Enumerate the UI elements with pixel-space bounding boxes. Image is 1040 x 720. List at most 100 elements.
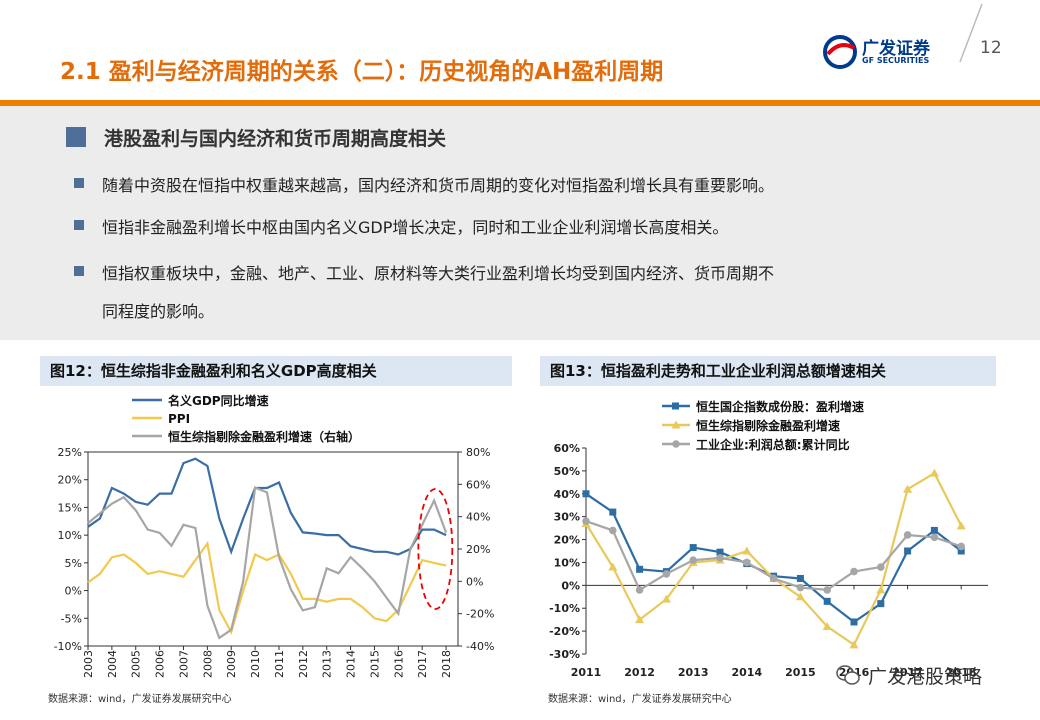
chart12-ytick-right-label: 80% [466, 446, 490, 459]
bullet-text-1: 随着中资股在恒指中权重越来越高，国内经济和货币周期的变化对恒指盈利增长具有重要影… [102, 176, 775, 195]
chart12-series-gdp [87, 457, 447, 556]
chart12-xtick-label: 2007 [177, 650, 190, 678]
chart13-legend-label: 工业企业:利润总额:累计同比 [696, 437, 850, 452]
chart13-series-industrial-point [823, 586, 831, 594]
chart12-legend-label: 名义GDP同比增速 [168, 393, 269, 408]
chart12-ytick-left-label: 25% [58, 446, 82, 459]
chart12-source: 数据来源：wind，广发证券发展研究中心 [48, 694, 232, 705]
header-accent-bar [0, 100, 1040, 106]
chart13-series-industrial-point [689, 556, 697, 564]
chart12-xtick-label: 2004 [106, 650, 119, 678]
chart13-series-hscei-point [930, 526, 938, 534]
chart12-xtick-label: 2011 [273, 650, 286, 678]
chart12-ytick-left-label: 10% [58, 529, 82, 542]
chart13-series-hsci-point [903, 484, 913, 493]
chart13-ytick-label: 10% [554, 556, 580, 569]
chart13-series-hscei-point [850, 618, 858, 626]
chart13-series-hsci-point [956, 521, 966, 530]
chart12-ytick-left-label: 20% [58, 474, 82, 487]
chart12-xtick-label: 2015 [368, 650, 381, 678]
chart12-ytick-right-label: 40% [466, 511, 490, 524]
chart13-series-industrial-point [609, 526, 617, 535]
chart13-series-industrial-point [850, 567, 858, 576]
chart13-series-hscei-point [582, 490, 590, 498]
chart13-legend-marker [672, 440, 680, 448]
chart12-ytick-right-label: 60% [466, 478, 490, 491]
chart13-ytick-label: 30% [554, 511, 580, 524]
chart13-series-hscei-point [716, 548, 724, 556]
chart13-xtick-label: 2011 [571, 666, 602, 679]
chart13-series-hsci-point [876, 585, 886, 594]
summary-band [0, 106, 1040, 340]
chart13-ytick-label: 50% [554, 465, 580, 478]
chart13-series-industrial-point [903, 531, 912, 539]
chart13-xtick-label: 2015 [785, 666, 816, 679]
slide-title: 2.1 盈利与经济周期的关系（二）：历史视角的AH盈利周期 [60, 59, 664, 85]
chart12-xtick-label: 2016 [392, 650, 405, 678]
chart13-series-industrial-point [877, 563, 885, 571]
bullet-icon [74, 220, 84, 230]
chart13-series-industrial-point [635, 586, 644, 594]
chart13-bg [540, 388, 996, 690]
chart13-ytick-label: -10% [549, 602, 580, 615]
chart12-xtick-label: 2009 [225, 650, 238, 678]
chart13-xtick-label: 2013 [678, 666, 709, 679]
chart13-legend-label: 恒生国企指数成份股：盈利增速 [696, 399, 864, 414]
chart13-series-hsci-point [635, 615, 645, 624]
chart13-legend-marker [672, 402, 679, 410]
chart13-xtick-label: 2014 [731, 666, 762, 679]
chart13-ytick-label: 60% [554, 442, 580, 455]
chart13-ytick-label: -30% [549, 648, 580, 661]
chart13-series-industrial-point [716, 554, 724, 562]
chart13-series-hsci-point [849, 640, 859, 649]
chart12-xtick-label: 2006 [154, 650, 167, 678]
chart12-ytick-right-label: -40% [466, 640, 494, 653]
chart13-series-hscei-point [957, 547, 965, 555]
chart13-series-hscei-point [904, 547, 912, 555]
chart12-xtick-label: 2018 [440, 650, 453, 678]
chart13-legend-label: 恒生综指剔除金融盈利增速 [696, 418, 840, 433]
wechat-icon [836, 665, 860, 685]
chart12-xtick-label: 2012 [297, 650, 310, 678]
bullet-icon [74, 178, 84, 188]
logo-text-en: GF SECURITIES [862, 56, 930, 65]
slide-header: 2.1 盈利与经济周期的关系（二）：历史视角的AH盈利周期 广发证券 GF SE… [0, 0, 1040, 110]
bullet-text-3: 恒指权重板块中，金融、地产、工业、原材料等大类行业盈利增长均受到国内经济、货币周… [102, 264, 775, 283]
chart13-title: 图13：恒指盈利走势和工业企业利润总额增速相关 [540, 356, 996, 386]
chart13-series-hscei-point [796, 574, 804, 582]
chart13-series-industrial-point [957, 542, 965, 551]
chart12-legend-label: PPI [168, 412, 190, 426]
chart13-ytick-label: -20% [549, 625, 580, 638]
chart12-xtick-label: 2003 [82, 650, 95, 678]
chart13-legend-marker [671, 420, 681, 429]
chart13-series-hscei-point [609, 508, 617, 516]
chart12-highlight-ellipse [417, 488, 454, 610]
chart12-ytick-right-label: -20% [466, 608, 494, 621]
chart12-xtick-label: 2017 [416, 650, 429, 678]
chart13-series-hscei-point [877, 600, 885, 608]
chart12-xtick-label: 2010 [249, 650, 262, 678]
chart13-series-hsci-point [795, 592, 805, 601]
chart12-xtick-label: 2005 [130, 650, 143, 678]
chart13-series-industrial-point [930, 533, 939, 542]
chart13-source: 数据来源：wind，广发证券发展研究中心 [548, 694, 732, 705]
chart12: 25% 20% 15% 10% 5% 0% -5% -10% 80% 60% 40% 20% 0% -20… [54, 393, 495, 678]
chart13-series-hscei-point [689, 544, 697, 552]
chart13-series-industrial-point [796, 583, 805, 592]
chart13-series-hsci-point [822, 622, 832, 631]
chart13-ytick-label: 0% [561, 579, 580, 592]
chart13-series-industrial-point [662, 570, 671, 578]
chart13-series-hscei-point [823, 597, 831, 605]
chart12-ytick-right-label: 0% [466, 575, 483, 588]
chart13-series-hsci-point [929, 468, 939, 477]
chart12-xtick-label: 2008 [201, 650, 214, 678]
chart12-plot-area [87, 451, 459, 647]
chart12-ytick-left-label: 5% [65, 557, 82, 570]
chart13-xtick-label: 2018 [946, 666, 977, 679]
gf-logo: 广发证券 GF SECURITIES [822, 34, 950, 70]
chart13: 60% 50% 40% 30% 20% 10% 0% -10% -20% -30% 2011 2012… [540, 388, 996, 690]
chart13-ytick-label: 40% [554, 488, 580, 501]
chart13-xtick-label: 2012 [624, 666, 655, 679]
chart13-series-hscei-point [636, 565, 644, 573]
section-title: 港股盈利与国内经济和货币周期高度相关 [104, 128, 447, 150]
